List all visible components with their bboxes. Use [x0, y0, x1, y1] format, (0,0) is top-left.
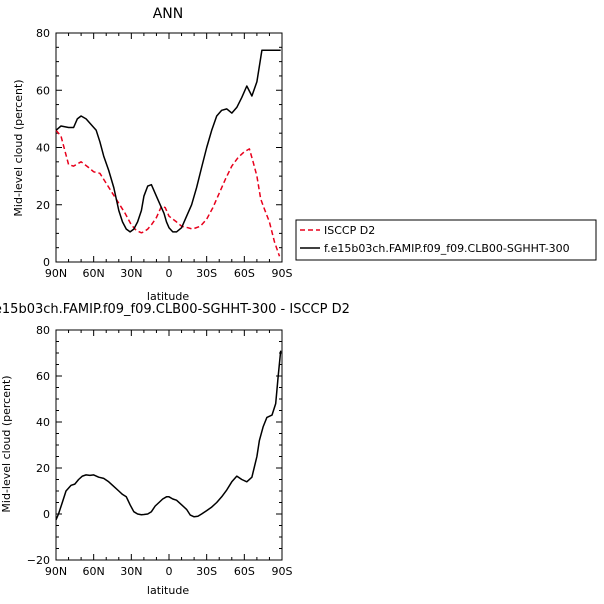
- bottom-chart-title: f.e15b03ch.FAMIP.f09_f09.CLB00-SGHHT-300…: [0, 302, 350, 317]
- bottom-y-axis-label: Mid-level cloud (percent): [0, 375, 13, 512]
- top-x-tick-label: 60N: [83, 267, 105, 280]
- top-x-tick-label: 90N: [45, 267, 67, 280]
- top-y-tick-label: 80: [36, 27, 50, 40]
- top-y-axis-label: Mid-level cloud (percent): [12, 79, 25, 216]
- top-y-tick-label: 60: [36, 84, 50, 97]
- bottom-panel: f.e15b03ch.FAMIP.f09_f09.CLB00-SGHHT-300…: [0, 302, 350, 597]
- legend-label-isccp: ISCCP D2: [324, 224, 375, 237]
- top-x-axis-label: latitude: [147, 290, 189, 303]
- top-series-line-1: [55, 49, 281, 233]
- bottom-x-tick-label: 60N: [83, 565, 105, 578]
- bottom-y-tick-label: 0: [43, 508, 50, 521]
- bottom-y-tick-label: 80: [36, 324, 50, 337]
- top-x-tick-label: 90S: [272, 267, 293, 280]
- legend: ISCCP D2 f.e15b03ch.FAMIP.f09_f09.CLB00-…: [295, 219, 597, 261]
- bottom-y-tick-label: 20: [36, 462, 50, 475]
- top-series-line-0: [55, 129, 281, 257]
- top-x-tick-label: 60S: [234, 267, 255, 280]
- bottom-y-tick-label: −20: [27, 554, 50, 567]
- top-y-tick-label: 40: [36, 142, 50, 155]
- bottom-y-tick-label: 60: [36, 370, 50, 383]
- legend-label-model: f.e15b03ch.FAMIP.f09_f09.CLB00-SGHHT-300: [324, 242, 570, 255]
- top-y-tick-label: 20: [36, 199, 50, 212]
- bottom-x-tick-label: 90S: [272, 565, 293, 578]
- bottom-x-tick-label: 30S: [196, 565, 217, 578]
- top-panel: ANN Mid-level cloud (percent) latitude 9…: [12, 6, 293, 303]
- bottom-y-tick-label: 40: [36, 416, 50, 429]
- bottom-plot-frame: [55, 329, 283, 561]
- bottom-x-tick-label: 90N: [45, 565, 67, 578]
- bottom-series-line-0: [55, 350, 282, 521]
- top-x-tick-label: 0: [166, 267, 173, 280]
- top-x-tick-label: 30S: [196, 267, 217, 280]
- bottom-x-tick-label: 60S: [234, 565, 255, 578]
- bottom-x-tick-label: 0: [166, 565, 173, 578]
- legend-box: [295, 219, 597, 261]
- top-x-tick-label: 30N: [120, 267, 142, 280]
- bottom-x-axis-label: latitude: [147, 584, 189, 597]
- top-y-tick-label: 0: [43, 256, 50, 269]
- top-chart-title: ANN: [153, 6, 184, 22]
- bottom-x-tick-label: 30N: [120, 565, 142, 578]
